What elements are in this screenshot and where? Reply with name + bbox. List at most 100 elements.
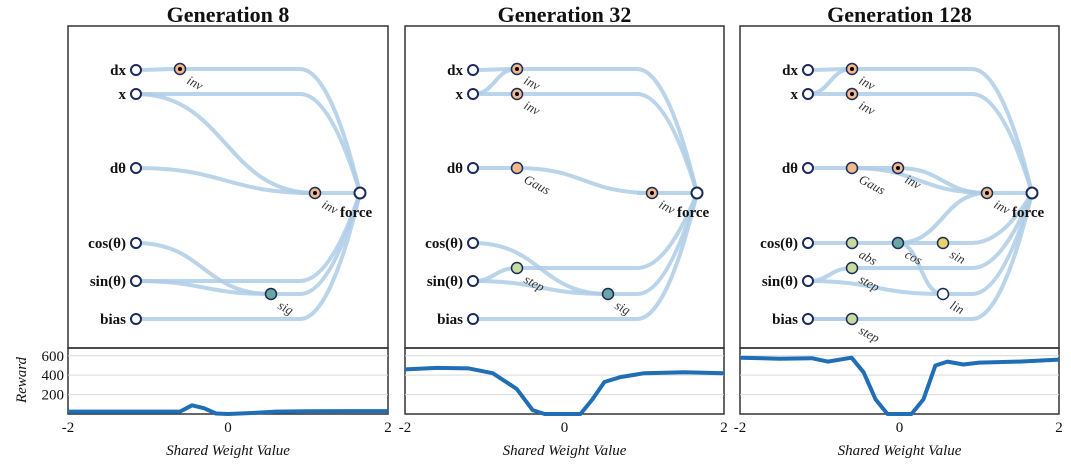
x-tick-label: -2 (399, 420, 412, 436)
input-node (802, 64, 814, 76)
x-axis-label: Shared Weight Value (503, 443, 627, 459)
connection-edge (515, 67, 699, 195)
input-node (130, 162, 142, 174)
hidden-node (601, 287, 615, 301)
connection-edge (471, 191, 699, 321)
output-node (353, 186, 367, 200)
input-node (802, 162, 814, 174)
activation-label: step (857, 271, 883, 294)
activation-label: Gaus (857, 171, 888, 197)
reward-chart: -2 0 2 Shared Weight Value 200 400 600 (42, 349, 392, 459)
connection-edge (471, 67, 519, 96)
hidden-node (264, 287, 278, 301)
hidden-node (510, 261, 524, 275)
activation-label: sin (948, 246, 968, 266)
output-label: force (677, 205, 710, 221)
input-label: bias (772, 312, 798, 328)
connection-edge (515, 166, 654, 195)
hidden-node (936, 287, 950, 301)
input-node (467, 275, 479, 287)
input-node (467, 88, 479, 100)
connection-edge (134, 191, 362, 321)
output-node (690, 186, 704, 200)
hidden-node (845, 312, 859, 326)
input-label: dθ (782, 161, 798, 177)
hidden-node (845, 261, 859, 275)
input-label: dθ (447, 161, 463, 177)
input-label: cos(θ) (760, 236, 798, 252)
reward-chart: -2 0 2 Shared Weight Value (734, 355, 1063, 459)
activation-label: inv (857, 97, 878, 118)
hidden-node (845, 236, 859, 250)
input-label: dx (110, 63, 126, 79)
connection-edge (471, 279, 610, 296)
connection-edge (134, 166, 317, 195)
connection-edge (806, 67, 854, 96)
input-node (802, 275, 814, 287)
input-node (802, 88, 814, 100)
activation-label: inv (657, 196, 678, 217)
activation-label: sig (276, 297, 297, 318)
activation-label: abs (857, 246, 880, 268)
input-node (467, 64, 479, 76)
output-label: force (1012, 205, 1045, 221)
activation-label: step (857, 322, 883, 345)
activation-label: inv (522, 97, 543, 118)
input-label: sin(θ) (427, 274, 463, 290)
activation-label: inv (320, 196, 341, 217)
activation-label: inv (857, 72, 878, 93)
activation-label: inv (992, 196, 1013, 217)
hidden-node (510, 161, 524, 175)
input-label: bias (100, 312, 126, 328)
connection-edge (806, 191, 1034, 321)
activation-label: inv (185, 72, 206, 93)
reward-chart: -2 0 2 Shared Weight Value (399, 355, 728, 459)
output-label: force (340, 205, 373, 221)
reward-series-line (68, 403, 388, 416)
input-label: sin(θ) (90, 274, 126, 290)
activation-label: step (522, 271, 548, 294)
x-tick-label: 0 (224, 420, 232, 436)
connection-edge (134, 67, 182, 72)
output-node (1025, 186, 1039, 200)
node-center-dot (850, 92, 854, 96)
node-center-dot (985, 191, 989, 195)
panel-3: Generation 128 dx x dθ cos(θ) sin(θ) bias inv in… (734, 2, 1063, 459)
input-node (467, 237, 479, 249)
input-node (130, 313, 142, 325)
connection-edge (850, 67, 1034, 195)
hidden-node (891, 236, 905, 250)
x-tick-label: 2 (1055, 420, 1063, 436)
x-tick-label: 0 (561, 420, 569, 436)
x-tick-label: -2 (62, 420, 75, 436)
input-label: cos(θ) (425, 236, 463, 252)
input-node (802, 237, 814, 249)
connection-edge (941, 191, 1034, 245)
input-label: x (456, 87, 464, 103)
input-label: cos(θ) (88, 236, 126, 252)
node-center-dot (650, 191, 654, 195)
x-axis-label: Shared Weight Value (166, 443, 290, 459)
reward-series-line (404, 365, 725, 416)
node-center-dot (515, 92, 519, 96)
input-node (467, 313, 479, 325)
input-label: dx (447, 63, 463, 79)
reward-series-line (739, 355, 1060, 416)
activation-label: cos (903, 246, 925, 267)
reward-chart-frame (67, 347, 389, 415)
activation-label: lin (948, 297, 967, 317)
activation-label: inv (903, 171, 924, 192)
x-tick-label: 2 (384, 420, 392, 436)
y-tick-label: 200 (42, 388, 65, 404)
node-center-dot (850, 67, 854, 71)
connection-edge (806, 279, 945, 296)
x-axis-label: Shared Weight Value (838, 443, 962, 459)
panel-title: Generation 8 (167, 2, 290, 27)
x-tick-label: -2 (734, 420, 747, 436)
connection-edge (896, 191, 989, 245)
connection-edge (134, 92, 317, 195)
connection-edge (850, 166, 989, 195)
x-tick-label: 2 (720, 420, 728, 436)
edges (806, 67, 1034, 321)
